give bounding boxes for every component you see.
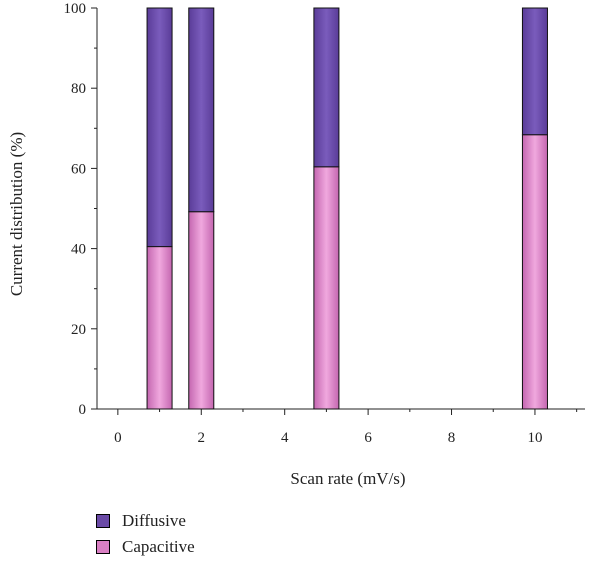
legend-swatch-capacitive	[96, 540, 110, 554]
legend-label-diffusive: Diffusive	[122, 511, 186, 530]
y-tick-label-100: 100	[64, 1, 87, 17]
bar-diffusive-2	[188, 7, 215, 213]
x-axis-title: Scan rate (mV/s)	[290, 469, 405, 488]
x-tick-label-8: 8	[448, 430, 456, 446]
legend-item-diffusive: Diffusive	[96, 508, 195, 534]
bar-capacitive-5	[313, 166, 340, 410]
x-tick-label-4: 4	[281, 430, 289, 446]
y-tick-label-0: 0	[79, 402, 87, 418]
y-tick-label-80: 80	[71, 81, 86, 97]
legend-label-capacitive: Capacitive	[122, 537, 195, 556]
y-tick-label-60: 60	[71, 161, 86, 177]
chart: 0 20 40 60 80 100 0 2 4 6 8 10 Scan rate (mV/s) Cur…	[7, 1, 585, 488]
plot-area: 0 20 40 60 80 100 0 2 4 6 8 10	[64, 1, 585, 446]
x-tick-label-6: 6	[364, 430, 372, 446]
legend-swatch-diffusive	[96, 514, 110, 528]
legend-item-capacitive: Capacitive	[96, 534, 195, 560]
bar-diffusive-5	[313, 7, 340, 168]
legend: Diffusive Capacitive	[96, 508, 195, 560]
y-axis-title: Current distribution (%)	[7, 132, 26, 296]
x-tick-label-10: 10	[527, 430, 542, 446]
y-tick-label-40: 40	[71, 242, 86, 258]
x-tick-label-2: 2	[198, 430, 206, 446]
bar-capacitive-1	[146, 246, 173, 410]
x-tick-label-0: 0	[114, 430, 122, 446]
bar-capacitive-2	[188, 211, 215, 410]
bar-diffusive-10	[521, 7, 548, 136]
bar-diffusive-1	[146, 7, 173, 248]
bar-capacitive-10	[521, 134, 548, 410]
y-tick-label-20: 20	[71, 322, 86, 338]
